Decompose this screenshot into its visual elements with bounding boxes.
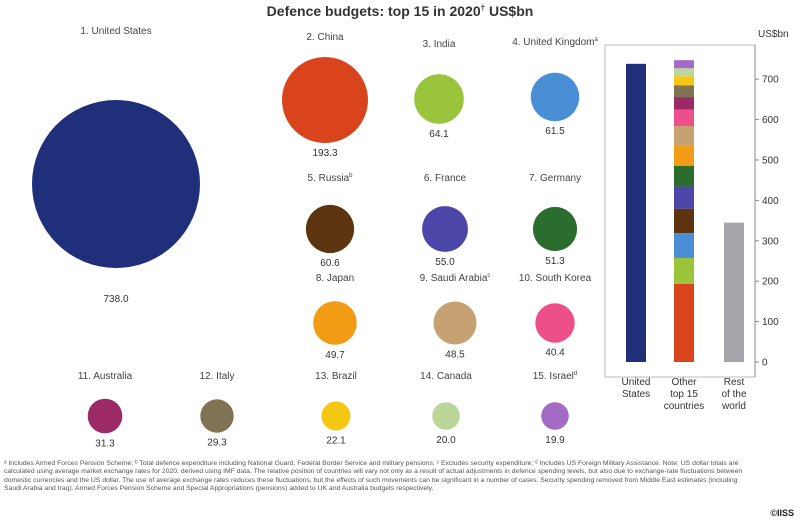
- bar-segment: [674, 68, 694, 77]
- bar-segment: [674, 283, 694, 362]
- y-axis-unit: US$bn: [758, 29, 789, 40]
- bubble-value: 193.3: [312, 148, 337, 159]
- y-tick-label: 100: [762, 317, 779, 328]
- bubble-value: 20.0: [436, 435, 456, 446]
- bubble-label: 2. China: [306, 32, 344, 43]
- bubble-label: 9. Saudi Arabiac: [420, 273, 491, 284]
- bubble-label: 15. Israeld: [533, 371, 577, 382]
- bar-segment: [674, 60, 694, 69]
- bar-segment: [674, 97, 694, 110]
- bubble: [530, 72, 580, 122]
- bubble: [432, 402, 460, 430]
- y-tick-label: 400: [762, 196, 779, 207]
- bubble-label: 5. Russiab: [307, 173, 353, 184]
- bubble: [321, 401, 351, 431]
- chart-title: Defence budgets: top 15 in 2020† US$bn: [266, 3, 534, 19]
- bubble-value: 61.5: [545, 126, 565, 137]
- bubble-value: 64.1: [429, 129, 449, 140]
- bubble-value: 51.3: [545, 256, 565, 267]
- bubble-label: 7. Germany: [529, 173, 581, 184]
- y-tick-label: 300: [762, 236, 779, 247]
- bar-segment: [674, 145, 694, 166]
- bubble-label-sup: b: [349, 173, 353, 179]
- bubble-label: 14. Canada: [420, 371, 472, 382]
- y-tick-label: 500: [762, 155, 779, 166]
- bubble-label: 3. India: [423, 39, 456, 50]
- y-tick-label: 0: [762, 358, 768, 369]
- bubble-value: 19.9: [545, 435, 565, 446]
- y-tick-label: 600: [762, 115, 779, 126]
- y-tick-label: 700: [762, 75, 779, 86]
- bubble-label: 12. Italy: [199, 371, 234, 382]
- bar-segment: [674, 85, 694, 98]
- bubble: [32, 100, 200, 268]
- bubble-value: 55.0: [435, 257, 455, 268]
- bubble-label: 11. Australia: [78, 371, 133, 382]
- bubble: [433, 301, 477, 345]
- bubble: [422, 206, 468, 252]
- bubble-value: 738.0: [103, 294, 128, 305]
- bubble-value: 29.3: [207, 438, 227, 449]
- bubble-label: 4. United Kingdoma: [512, 37, 598, 48]
- bar-segment: [674, 109, 694, 127]
- bubble-value: 49.7: [325, 350, 345, 361]
- bubble-value: 60.6: [320, 258, 340, 269]
- x-category-label: world: [721, 401, 746, 412]
- bubble-label: 13. Brazil: [315, 371, 357, 382]
- bubble: [532, 206, 578, 252]
- x-category-label: top 15: [670, 389, 698, 400]
- bar-segment: [674, 257, 694, 284]
- bubble-value: 48.5: [445, 350, 465, 361]
- bubble-value: 31.3: [95, 438, 115, 449]
- bubble: [200, 399, 234, 433]
- bubble-value: 40.4: [545, 348, 565, 359]
- footnote: ᵃ Includes Armed Forces Pension Scheme; …: [4, 460, 743, 493]
- bubble: [535, 303, 575, 343]
- copyright: ©IISS: [770, 508, 794, 518]
- bar-united-states: [626, 63, 646, 363]
- bubble-value: 22.1: [326, 436, 346, 447]
- bubble: [313, 301, 357, 345]
- bubble-label: 8. Japan: [316, 273, 354, 284]
- bar-segment: [674, 76, 694, 86]
- bubble-label: 1. United States: [80, 26, 151, 37]
- bubble-label: 10. South Korea: [519, 273, 592, 284]
- bar-segment: [674, 126, 694, 146]
- bubble-label-sup: a: [594, 37, 598, 43]
- bubble-label-sup: c: [487, 273, 490, 279]
- bubble: [282, 57, 368, 143]
- x-category-label: Other: [671, 377, 697, 388]
- bubble-label: 6. France: [424, 173, 467, 184]
- bar-segment: [674, 186, 694, 209]
- bubble-chart: 1. United States 738.0 2. China 193.3 3. Ind…: [32, 26, 598, 449]
- bubble: [541, 402, 569, 430]
- x-category-label: Rest: [724, 377, 745, 388]
- bar-segment: [674, 233, 694, 258]
- x-category-label: United: [622, 377, 651, 388]
- bubble: [305, 204, 355, 254]
- bubble-label-sup: d: [574, 371, 577, 377]
- x-category-label: countries: [664, 401, 705, 412]
- x-category-label: of the: [721, 389, 746, 400]
- bar-rest-of-world: [724, 222, 744, 362]
- bar-segment: [674, 208, 694, 234]
- bubble: [414, 74, 464, 124]
- x-category-label: States: [622, 389, 650, 400]
- bar-segment: [674, 165, 694, 187]
- bubble: [87, 398, 123, 434]
- y-tick-label: 200: [762, 277, 779, 288]
